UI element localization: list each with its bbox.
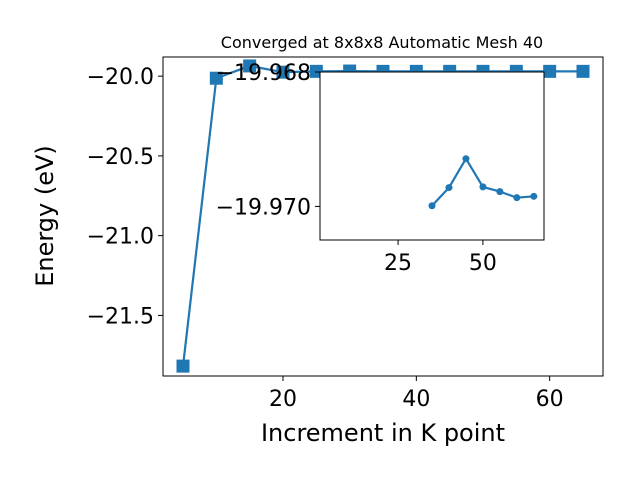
chart-title: Converged at 8x8x8 Automatic Mesh 40	[221, 33, 543, 52]
main-data-point	[576, 64, 590, 78]
main-x-tick-label: 20	[269, 387, 297, 412]
inset-ticks: 25 50 −19.970 −19.968	[216, 61, 497, 276]
inset-plot-area	[320, 72, 544, 240]
inset-y-tick-label: −19.970	[216, 195, 311, 220]
main-y-tick-label: −20.0	[87, 65, 154, 90]
main-y-tick-label: −20.5	[87, 145, 154, 170]
y-axis-label: Energy (eV)	[31, 145, 59, 287]
main-x-tick-label: 40	[402, 387, 430, 412]
inset-data-point	[428, 202, 436, 210]
main-plot-frame	[162, 56, 604, 377]
inset-series	[428, 155, 538, 210]
inset-data-point	[496, 188, 504, 196]
main-data-point	[209, 71, 223, 85]
main-data-point	[276, 65, 290, 79]
x-axis-label: Increment in K point	[261, 419, 505, 447]
main-data-point	[543, 64, 557, 78]
inset-x-tick-label: 25	[384, 251, 412, 276]
inset-data-point	[479, 183, 487, 191]
main-y-tick-label: −21.0	[87, 225, 154, 250]
inset-x-tick-label: 50	[469, 251, 497, 276]
inset-data-point	[530, 192, 538, 200]
inset-y-tick-label: −19.968	[216, 61, 311, 86]
main-data-point	[243, 59, 257, 73]
inset-plot-frame	[319, 71, 545, 241]
inset-data-point	[445, 184, 453, 192]
inset-data-point	[513, 194, 521, 202]
main-ticks: 20 40 60 −21.5 −21.0 −20.5 −20.0	[87, 65, 564, 412]
main-y-tick-label: −21.5	[87, 304, 154, 329]
main-data-point	[176, 359, 190, 373]
inset-data-point	[462, 155, 470, 163]
main-x-tick-label: 60	[536, 387, 564, 412]
